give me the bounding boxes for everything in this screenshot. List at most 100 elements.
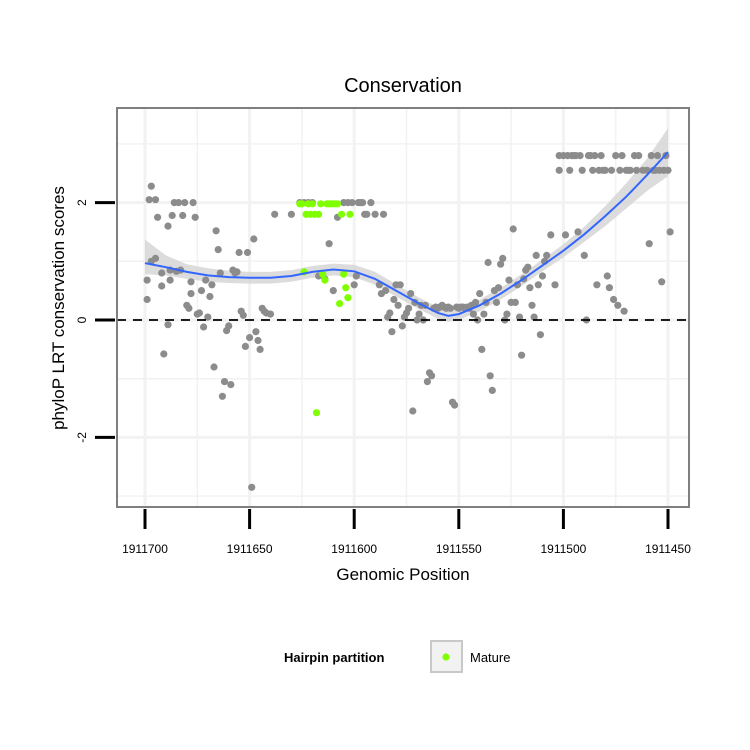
data-point <box>195 309 203 317</box>
data-point <box>543 251 551 259</box>
data-point <box>603 272 611 280</box>
data-point <box>151 254 160 262</box>
data-point <box>511 298 519 306</box>
data-point <box>626 166 634 174</box>
data-point <box>423 378 431 386</box>
data-point <box>551 281 559 289</box>
mature-point <box>338 210 346 218</box>
data-point <box>325 240 333 248</box>
y-tick-label: 2 <box>75 199 89 206</box>
data-point <box>593 281 601 289</box>
data-point <box>480 310 488 318</box>
data-point <box>620 307 628 315</box>
data-point <box>645 240 653 248</box>
data-point <box>612 152 620 160</box>
mature-point <box>312 409 321 417</box>
data-point <box>246 334 254 342</box>
x-tick-label: 1911700 <box>122 542 168 556</box>
data-point <box>386 309 394 317</box>
data-point <box>388 328 396 336</box>
data-point <box>187 290 195 298</box>
data-point <box>446 304 454 312</box>
legend-title: Hairpin partition <box>284 650 384 665</box>
data-point <box>428 372 436 380</box>
legend-label-mature: Mature <box>470 650 510 665</box>
data-point <box>484 258 492 267</box>
data-point <box>164 321 172 329</box>
data-point <box>379 210 388 218</box>
mature-point <box>321 276 329 284</box>
mature-point <box>346 210 354 218</box>
data-point <box>197 287 206 295</box>
data-point <box>580 251 588 259</box>
legend: Hairpin partition Mature <box>284 640 510 673</box>
mature-point <box>319 270 327 278</box>
data-point <box>371 210 379 218</box>
data-point <box>526 284 534 292</box>
data-point <box>492 298 501 306</box>
mature-point <box>317 200 325 208</box>
mature-point <box>308 200 316 208</box>
data-point <box>363 210 371 218</box>
data-point <box>633 166 641 174</box>
data-point <box>181 199 189 207</box>
data-point <box>243 248 252 257</box>
data-point <box>576 152 584 160</box>
data-point <box>208 281 216 289</box>
data-point <box>451 401 459 409</box>
data-point <box>591 152 599 160</box>
x-tick-label: 1911550 <box>436 542 482 556</box>
data-point <box>189 199 197 207</box>
data-point <box>241 342 249 350</box>
data-point <box>398 322 406 330</box>
data-point <box>164 222 172 230</box>
data-point <box>486 372 494 380</box>
data-point <box>530 313 538 321</box>
data-point <box>635 152 643 160</box>
data-point <box>394 301 402 309</box>
mature-point <box>336 300 344 308</box>
panel-background <box>117 108 689 507</box>
data-point <box>350 281 358 289</box>
data-point <box>212 227 220 235</box>
data-point <box>359 199 367 207</box>
data-point <box>174 199 183 207</box>
data-point <box>214 246 222 254</box>
data-point <box>250 235 258 243</box>
data-point <box>206 292 214 301</box>
mature-point <box>298 200 306 208</box>
data-point <box>154 213 162 221</box>
data-point <box>390 295 398 304</box>
mature-points <box>296 200 354 417</box>
mature-point <box>340 270 348 278</box>
confidence-band-layer <box>145 128 668 322</box>
data-point <box>532 251 540 259</box>
data-point <box>145 196 153 204</box>
data-point <box>271 210 279 218</box>
data-point <box>616 166 624 174</box>
data-point <box>476 290 484 298</box>
y-tick-label: 0 <box>75 316 89 323</box>
data-point <box>187 278 195 286</box>
data-point <box>266 310 275 318</box>
data-point <box>239 311 247 319</box>
data-point <box>653 152 662 160</box>
data-point <box>610 295 618 304</box>
data-point <box>147 182 155 190</box>
x-tick-label: 1911650 <box>227 542 273 556</box>
data-point <box>503 310 511 318</box>
data-point <box>528 301 536 309</box>
data-point <box>597 152 605 160</box>
data-point <box>158 269 166 277</box>
panel-border <box>116 107 690 508</box>
data-point <box>505 276 513 284</box>
legend-key-dot <box>442 653 450 661</box>
data-point <box>664 166 672 174</box>
data-point <box>143 276 151 284</box>
data-point <box>200 323 208 331</box>
data-point <box>578 166 586 174</box>
data-point <box>471 298 480 306</box>
data-point <box>407 290 415 298</box>
data-point <box>618 152 626 160</box>
